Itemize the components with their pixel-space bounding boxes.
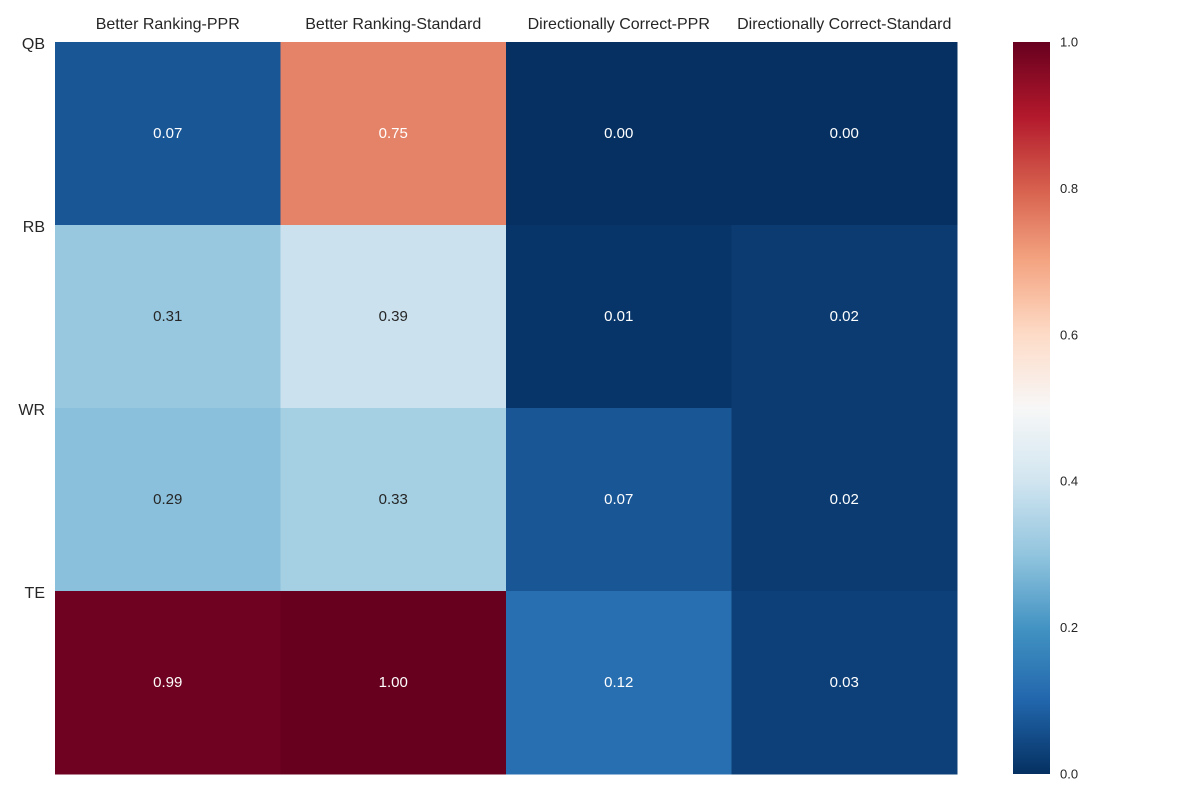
heatmap-cells: 0.07 0.75 0.00 0.00 0.31 0.39 0.01 0.02 0.29 0.33… [55, 42, 958, 775]
heatmap-cell [55, 225, 281, 409]
cell-value-label: 0.03 [830, 674, 859, 691]
heatmap-cell [280, 408, 507, 592]
cell-value-label: 0.29 [153, 491, 182, 508]
column-label: Directionally Correct-PPR [528, 16, 710, 33]
cell-value-label: 0.39 [379, 308, 408, 325]
heatmap-cell [506, 408, 732, 592]
row-label: WR [18, 402, 45, 419]
heatmap-cell [280, 42, 507, 226]
cell-value-label: 0.33 [379, 491, 408, 508]
cell-value-label: 0.07 [153, 125, 182, 142]
column-labels: Better Ranking-PPR Better Ranking-Standar… [96, 16, 952, 33]
cell-value-label: 0.02 [830, 491, 859, 508]
cell-value-label: 0.12 [604, 674, 633, 691]
cell-value-label: 0.00 [830, 125, 859, 142]
row-label: QB [22, 36, 45, 53]
cell-value-label: 0.99 [153, 674, 182, 691]
heatmap-cell [506, 591, 732, 775]
colorbar-tick-label: 0.6 [1060, 327, 1078, 342]
heatmap-cell [55, 591, 281, 775]
colorbar-tick-label: 0.2 [1060, 620, 1078, 635]
heatmap-cell [506, 42, 732, 226]
heatmap-cell [280, 225, 507, 409]
heatmap-cell [731, 591, 958, 775]
heatmap-cell [506, 225, 732, 409]
colorbar-ticks: 0.0 0.2 0.4 0.6 0.8 1.0 [1060, 35, 1078, 782]
column-label: Directionally Correct-Standard [737, 16, 951, 33]
colorbar-tick-label: 0.8 [1060, 181, 1078, 196]
heatmap-cell [55, 42, 281, 226]
heatmap-cell [55, 408, 281, 592]
heatmap-cell [280, 591, 507, 775]
cell-value-label: 0.00 [604, 125, 633, 142]
row-label: RB [23, 219, 45, 236]
column-label: Better Ranking-Standard [305, 16, 481, 33]
colorbar-tick-label: 0.4 [1060, 474, 1078, 489]
heatmap-cell [731, 42, 958, 226]
heatmap-cell [731, 225, 958, 409]
cell-value-label: 0.02 [830, 308, 859, 325]
colorbar-gradient [1013, 42, 1050, 774]
heatmap-cell [731, 408, 958, 592]
colorbar-tick-label: 0.0 [1060, 767, 1078, 782]
colorbar-tick-label: 1.0 [1060, 35, 1078, 50]
cell-value-label: 0.01 [604, 308, 633, 325]
colorbar: 0.0 0.2 0.4 0.6 0.8 1.0 [1013, 35, 1078, 782]
row-labels: QB RB WR TE [18, 36, 45, 602]
cell-value-label: 0.07 [604, 491, 633, 508]
cell-value-label: 0.75 [379, 125, 408, 142]
cell-value-label: 1.00 [379, 674, 408, 691]
row-label: TE [25, 585, 45, 602]
cell-value-label: 0.31 [153, 308, 182, 325]
column-label: Better Ranking-PPR [96, 16, 240, 33]
